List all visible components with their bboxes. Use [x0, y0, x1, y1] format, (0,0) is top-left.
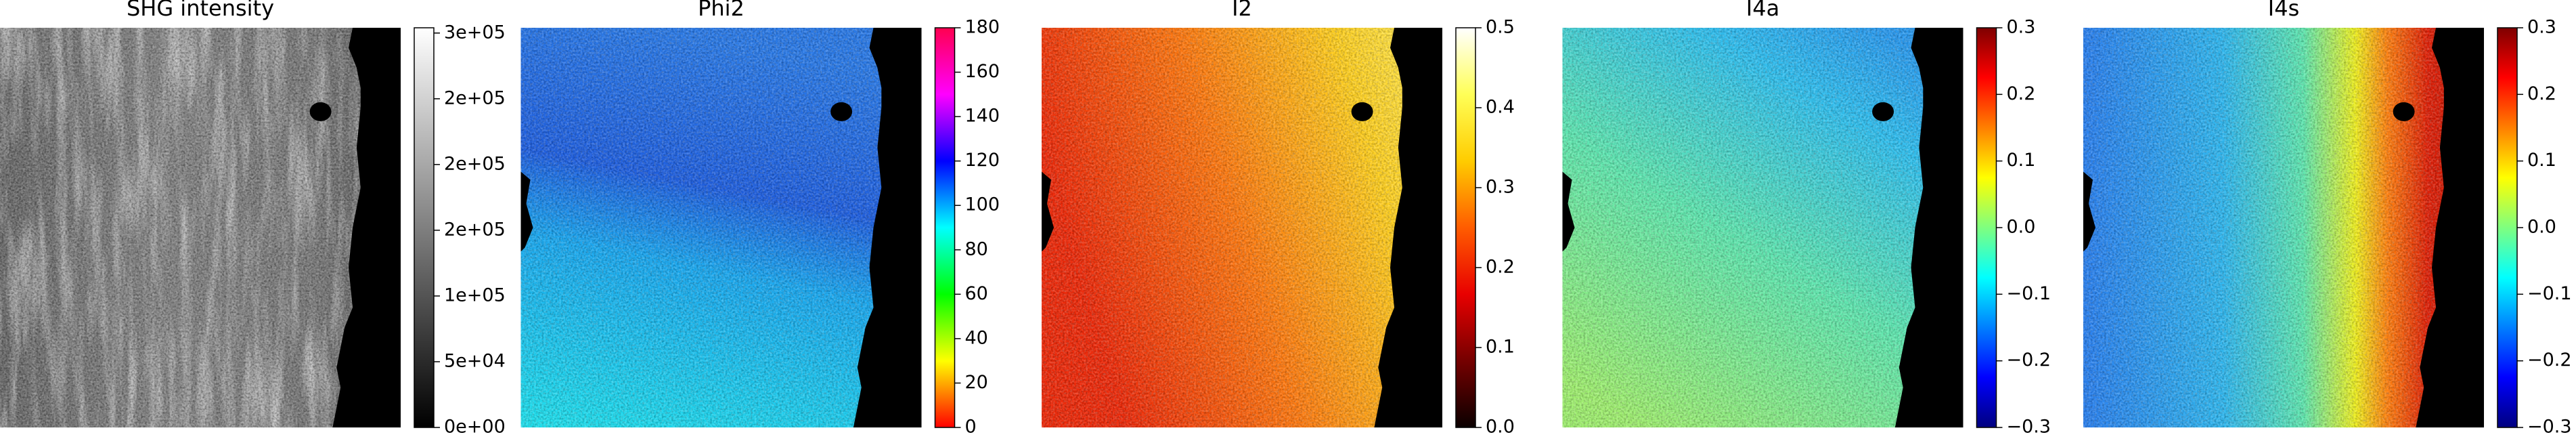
- colorbar-tick-label: 100: [965, 194, 1000, 215]
- image: [0, 28, 401, 427]
- colorbar-tick-label: −0.1: [2527, 283, 2572, 304]
- colorbar-tick-label: 0.2: [2527, 83, 2556, 104]
- background-mask: [1374, 28, 1442, 427]
- colorbar-tick-label: 20: [965, 372, 988, 393]
- hole: [1872, 102, 1894, 121]
- colorbar: 0.0 0.1 0.2 0.3 0.4 0.5: [1455, 17, 1515, 438]
- hole: [1351, 102, 1373, 121]
- panel-title: I4s: [2268, 0, 2299, 21]
- colorbar-tick-label: 0.1: [2527, 150, 2556, 171]
- hole: [309, 102, 332, 121]
- colorbar-scale: [1455, 27, 1476, 428]
- colorbar-tick-label: 2e+05: [444, 153, 506, 174]
- colorbar-tick-label: 0.5: [1486, 17, 1515, 38]
- panel: I2 0.0 0.1 0.2 0.3 0.4 0.5: [1042, 0, 1515, 438]
- colorbar-tick-label: 2e+05: [444, 87, 506, 108]
- colorbar: −0.3 −0.2 −0.1 0.0 0.1 0.2 0.3: [1976, 17, 2051, 438]
- colorbar-tick-label: 0.2: [1486, 257, 1515, 278]
- colorbar-tick-label: −0.2: [2007, 350, 2051, 371]
- panel-title: Phi2: [698, 0, 745, 21]
- background-mask: [2416, 28, 2484, 427]
- image: [520, 28, 922, 427]
- image: [1562, 28, 1963, 427]
- panel: I4a −0.3 −0.2 −0.1 0.0 0.1 0.2 0.3: [1562, 0, 2051, 438]
- panel: SHG intensity 0e+00 5e+04 1e+05 2e+05 2e+05 2e…: [0, 0, 506, 438]
- background-mask: [1894, 28, 1963, 427]
- colorbar: 0e+00 5e+04 1e+05 2e+05 2e+05 2e+05 3e+05: [414, 22, 506, 438]
- colorbar-tick-label: 120: [965, 150, 1000, 171]
- colorbar: −0.3 −0.2 −0.1 0.0 0.1 0.2 0.3: [2497, 17, 2572, 438]
- colorbar-tick-label: −0.3: [2007, 417, 2051, 438]
- colorbar-tick-label: 2e+05: [444, 219, 506, 240]
- colorbar-tick-label: 0.1: [1486, 337, 1515, 358]
- panel-title: I4a: [1746, 0, 1779, 21]
- colorbar-tick-label: 0.0: [2007, 217, 2036, 238]
- hole: [830, 102, 853, 121]
- background-mask: [332, 28, 401, 427]
- colorbar-tick-label: 0.1: [2007, 150, 2036, 171]
- edge-patch: [520, 171, 533, 252]
- colorbar: 0 20 40 60 80 100 120 140 160 180: [934, 17, 1000, 438]
- colorbar-tick-label: 0.3: [2527, 17, 2556, 38]
- colorbar-tick-label: 0: [965, 417, 977, 438]
- colorbar-tick-label: 1e+05: [444, 285, 506, 306]
- colorbar-tick-label: 3e+05: [444, 22, 506, 43]
- colorbar-tick-label: 0.3: [2007, 17, 2036, 38]
- colorbar-scale: [2497, 27, 2518, 428]
- edge-patch: [1562, 171, 1575, 252]
- colorbar-scale: [934, 27, 956, 428]
- colorbar-tick-label: 140: [965, 106, 1000, 127]
- colorbar-tick-label: 40: [965, 327, 988, 348]
- panel-title: I2: [1232, 0, 1252, 21]
- colorbar-tick-label: 180: [965, 17, 1000, 38]
- edge-patch: [1042, 171, 1054, 252]
- colorbar-tick-label: 0.0: [2527, 217, 2556, 238]
- edge-patch: [2083, 171, 2095, 252]
- colorbar-tick-label: 60: [965, 283, 988, 304]
- colorbar-tick-label: 80: [965, 238, 988, 259]
- colorbar-tick-label: −0.2: [2527, 350, 2572, 371]
- colorbar-tick-label: 0.0: [1486, 417, 1515, 438]
- image: [1042, 28, 1442, 427]
- colorbar-tick-label: 0.4: [1486, 97, 1515, 118]
- colorbar-scale: [1976, 27, 1997, 428]
- colorbar-tick-label: 5e+04: [444, 350, 506, 371]
- colorbar-scale: [414, 27, 435, 428]
- panel-title: SHG intensity: [127, 0, 274, 21]
- colorbar-tick-label: 0e+00: [444, 417, 506, 438]
- panel: Phi2 0 20 40 60 80 100 120 140 160 180: [520, 0, 1000, 438]
- image: [2083, 28, 2484, 427]
- panel: I4s −0.3 −0.2 −0.1 0.0 0.1 0.2 0.3: [2083, 0, 2572, 438]
- colorbar-tick-label: 0.3: [1486, 177, 1515, 198]
- colorbar-tick-label: −0.3: [2527, 417, 2572, 438]
- colorbar-tick-label: 0.2: [2007, 83, 2036, 104]
- colorbar-tick-label: −0.1: [2007, 283, 2051, 304]
- background-mask: [853, 28, 922, 427]
- hole: [2393, 102, 2415, 121]
- colorbar-tick-label: 160: [965, 61, 1000, 82]
